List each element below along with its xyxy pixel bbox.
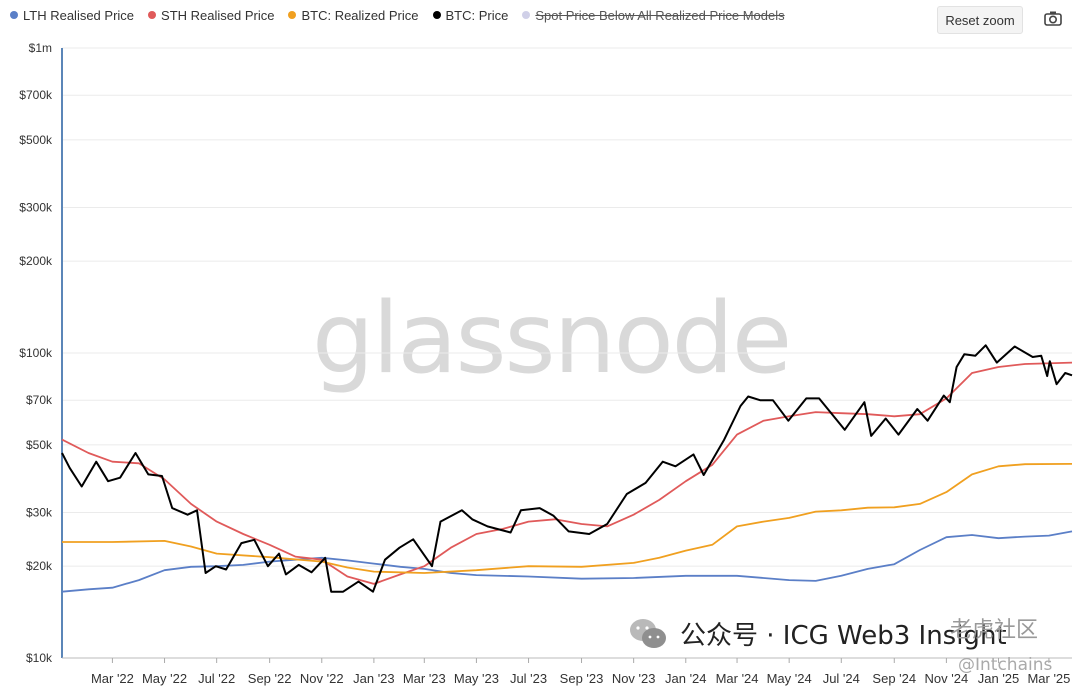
legend-swatch (432, 11, 441, 19)
x-tick-label: May '22 (142, 671, 187, 686)
x-tick-label: Jul '23 (510, 671, 547, 686)
series-line-sth-realised-price (61, 361, 1073, 585)
x-tick-label: Jan '24 (665, 671, 707, 686)
legend-swatch (148, 11, 157, 19)
x-tick-label: Jan '25 (978, 671, 1020, 686)
legend-swatch (10, 11, 18, 19)
legend-item[interactable]: Spot Price Below All Realized Price Mode… (522, 7, 785, 23)
x-tick-label: Sep '24 (872, 671, 916, 686)
y-tick-label: $30k (26, 505, 53, 519)
y-tick-label: $100k (19, 346, 53, 360)
wechat-icon (630, 618, 666, 648)
legend-item[interactable]: BTC: Price (432, 7, 509, 23)
x-tick-label: Jul '22 (198, 671, 235, 686)
reset-zoom-button[interactable]: Reset zoom (937, 6, 1023, 34)
x-tick-label: Mar '22 (91, 671, 134, 686)
series-line-btc-realized-price (62, 463, 1073, 574)
x-tick-label: Jan '23 (353, 671, 395, 686)
x-tick-label: Mar '25 (1027, 671, 1070, 686)
legend-item[interactable]: LTH Realised Price (10, 8, 134, 23)
y-tick-label: $700k (19, 88, 53, 102)
y-tick-label: $200k (19, 254, 53, 268)
legend-label: STH Realised Price (161, 7, 275, 23)
x-tick-label: Sep '23 (560, 671, 604, 686)
y-tick-label: $20k (26, 559, 53, 573)
x-tick-label: May '24 (767, 671, 812, 686)
wechat-overlay: 公众号 · ICG Web3 Insight (628, 615, 1007, 652)
y-tick-label: $500k (19, 133, 53, 147)
legend-item[interactable]: BTC: Realized Price (288, 7, 419, 23)
camera-icon[interactable] (1040, 8, 1066, 30)
x-tick-label: Jul '24 (823, 671, 860, 686)
overlay-text: 公众号 · ICG Web3 Insight (680, 621, 1007, 651)
legend-label: BTC: Price (445, 7, 509, 23)
x-tick-label: Mar '23 (403, 671, 446, 686)
legend-swatch (522, 11, 531, 19)
x-tick-label: Sep '22 (248, 671, 292, 686)
legend-label: Spot Price Below All Realized Price Mode… (535, 7, 785, 23)
y-tick-label: $300k (19, 200, 53, 214)
x-tick-label: Nov '22 (300, 671, 344, 686)
y-tick-label: $70k (26, 393, 53, 407)
legend-swatch (288, 11, 297, 19)
y-tick-label: $50k (26, 438, 53, 452)
legend-label: LTH Realised Price (23, 7, 135, 23)
series-line-btc-price (61, 344, 1073, 593)
brand-watermark: 老虎社区 (950, 618, 1039, 643)
y-tick-label: $10k (26, 651, 53, 665)
legend-item[interactable]: STH Realised Price (148, 8, 274, 23)
series-line-lth-realised-price (61, 530, 1073, 593)
x-tick-label: Nov '24 (925, 671, 969, 686)
x-tick-label: May '23 (454, 671, 499, 686)
x-tick-label: Mar '24 (716, 671, 759, 686)
x-tick-label: Nov '23 (612, 671, 656, 686)
legend-label: BTC: Realized Price (301, 7, 419, 23)
handle-watermark: @Intchains (958, 655, 1053, 675)
chart-legend: LTH Realised Price STH Realised Price BTC:… (0, 0, 789, 30)
y-tick-label: $1m (29, 41, 52, 55)
